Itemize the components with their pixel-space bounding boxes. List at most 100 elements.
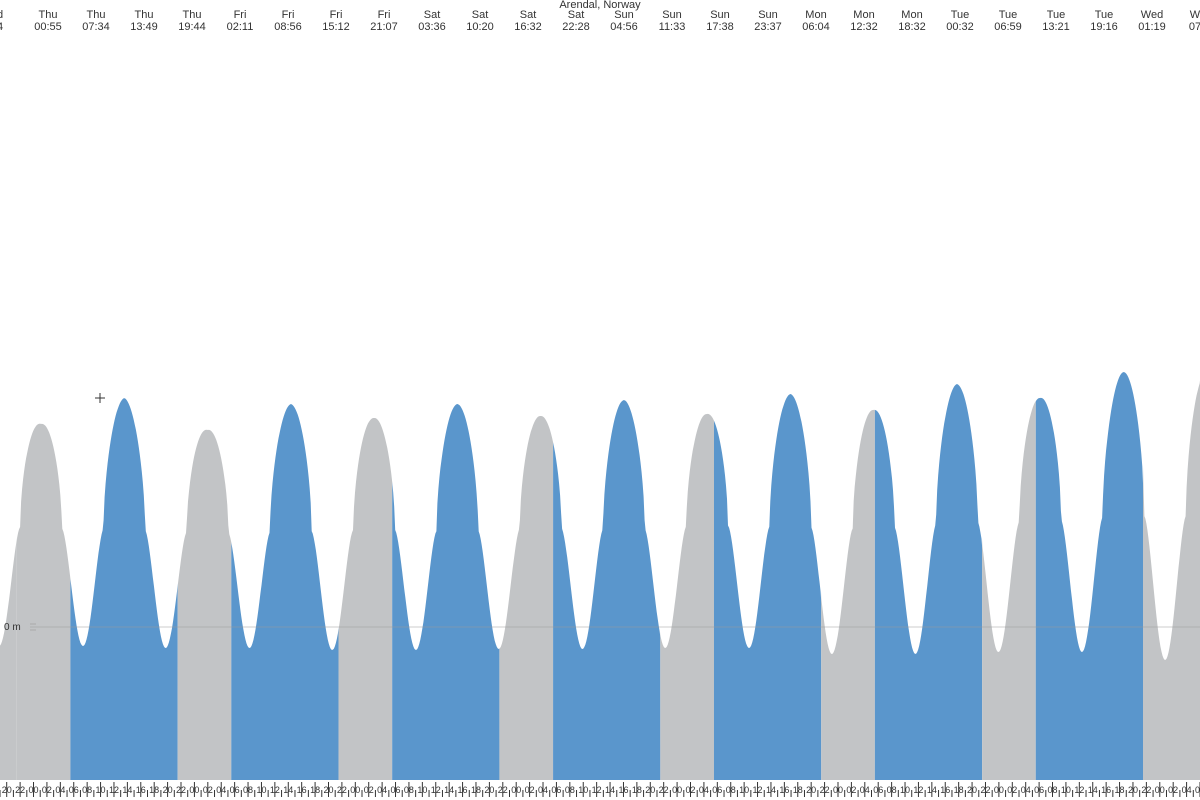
x-tick-label: 22 (337, 785, 347, 795)
top-label-day: Fri (330, 9, 343, 21)
x-tick-label: 06 (873, 785, 883, 795)
x-tick-label: 16 (136, 785, 146, 795)
tide-day-band (231, 404, 338, 780)
top-label-time: 10:20 (466, 21, 494, 33)
x-tick-label: 02 (846, 785, 856, 795)
x-tick-label: 16 (297, 785, 307, 795)
top-label-day: Sun (710, 9, 730, 21)
x-tick-label: 16 (779, 785, 789, 795)
tide-day-band (875, 384, 982, 780)
x-tick-label: 20 (323, 785, 333, 795)
x-tick-label: 16 (1101, 785, 1111, 795)
x-tick-label: 10 (96, 785, 106, 795)
tide-day-band (553, 400, 660, 780)
x-tick-label: 00 (1155, 785, 1165, 795)
x-tick-label: 20 (484, 785, 494, 795)
top-label-day: Mon (901, 9, 922, 21)
x-tick-label: 22 (659, 785, 669, 795)
x-tick-label: 16 (940, 785, 950, 795)
x-tick-label: 18 (954, 785, 964, 795)
top-label-time: 03:36 (418, 21, 446, 33)
x-tick-label: 08 (404, 785, 414, 795)
tide-chart: 0 mArendal, Norwayd4Thu00:55Thu07:34Thu1… (0, 0, 1200, 800)
x-tick-label: 02 (203, 785, 213, 795)
x-tick-label: 20 (806, 785, 816, 795)
tide-day-band (1036, 372, 1143, 780)
x-tick-label: 04 (860, 785, 870, 795)
top-label-time: 19:44 (178, 21, 206, 33)
tide-night-band (1143, 380, 1200, 780)
x-tick-label: 22 (15, 785, 25, 795)
top-label-day: Fri (234, 9, 247, 21)
x-tick-label: 18 (471, 785, 481, 795)
x-tick-label: 10 (739, 785, 749, 795)
x-tick-label: 14 (1088, 785, 1098, 795)
top-label-time: 13:21 (1042, 21, 1070, 33)
x-tick-label: 20 (1128, 785, 1138, 795)
top-label-time: 18:32 (898, 21, 926, 33)
top-label-time: 16:32 (514, 21, 542, 33)
top-label-time: 08:56 (274, 21, 302, 33)
x-tick-label: 00 (511, 785, 521, 795)
x-tick-label: 22 (820, 785, 830, 795)
top-label-day: Tue (951, 9, 970, 21)
x-tick-label: 14 (927, 785, 937, 795)
x-tick-label: 12 (592, 785, 602, 795)
top-label-time: 07:34 (82, 21, 110, 33)
x-tick-label: 02 (364, 785, 374, 795)
x-tick-label: 10 (900, 785, 910, 795)
top-label-day: Tue (999, 9, 1018, 21)
y-label-0m: 0 m (4, 622, 21, 633)
top-label-day: Sun (758, 9, 778, 21)
top-label-time: 17:38 (706, 21, 734, 33)
top-label-day: Sun (662, 9, 682, 21)
top-label-day: Fri (282, 9, 295, 21)
x-tick-label: 22 (498, 785, 508, 795)
x-tick-label: 02 (1168, 785, 1178, 795)
x-tick-label: 18 (1115, 785, 1125, 795)
x-tick-label: 18 (149, 785, 159, 795)
tide-night-band (17, 424, 71, 780)
top-label-time: 11:33 (659, 21, 686, 33)
x-tick-label: 18 (793, 785, 803, 795)
top-label-day: Thu (39, 9, 58, 21)
tide-night-band (0, 533, 17, 780)
x-tick-label: 18 (310, 785, 320, 795)
x-tick-label: 18 (632, 785, 642, 795)
top-label-day: W (1190, 9, 1200, 21)
x-tick-label: 10 (417, 785, 427, 795)
x-tick-label: 02 (42, 785, 52, 795)
x-tick-label: 04 (1182, 785, 1192, 795)
x-tick-label: 06 (712, 785, 722, 795)
x-tick-label: 06 (1195, 785, 1200, 795)
x-tick-label: 10 (256, 785, 266, 795)
top-label-time: 04:56 (610, 21, 638, 33)
top-label-day: Tue (1047, 9, 1066, 21)
top-label-time: 23:37 (754, 21, 782, 33)
x-tick-label: 06 (1034, 785, 1044, 795)
x-tick-label: 04 (1021, 785, 1031, 795)
x-tick-label: 22 (1141, 785, 1151, 795)
x-tick-label: 12 (431, 785, 441, 795)
x-tick-label: 20 (163, 785, 173, 795)
top-label-day: Thu (87, 9, 106, 21)
tide-day-band (70, 398, 177, 780)
top-label-day: Wed (1141, 9, 1163, 21)
top-label-day: Fri (378, 9, 391, 21)
top-label-time: 02:11 (227, 21, 254, 33)
top-label-time: 07 (1189, 21, 1200, 33)
x-tick-label: 06 (69, 785, 79, 795)
top-label-time: 00:55 (34, 21, 62, 33)
top-label-time: 12:32 (850, 21, 878, 33)
x-tick-label: 10 (1061, 785, 1071, 795)
tide-night-band (499, 416, 553, 780)
x-tick-label: 00 (994, 785, 1004, 795)
top-label-time: 01:19 (1138, 21, 1166, 33)
x-tick-label: 20 (645, 785, 655, 795)
top-label-time: 13:49 (130, 21, 158, 33)
x-tick-label: 08 (565, 785, 575, 795)
x-tick-label: 16 (458, 785, 468, 795)
x-tick-label: 00 (833, 785, 843, 795)
tide-svg: 0 mArendal, Norwayd4Thu00:55Thu07:34Thu1… (0, 0, 1200, 800)
top-label-day: Tue (1095, 9, 1114, 21)
